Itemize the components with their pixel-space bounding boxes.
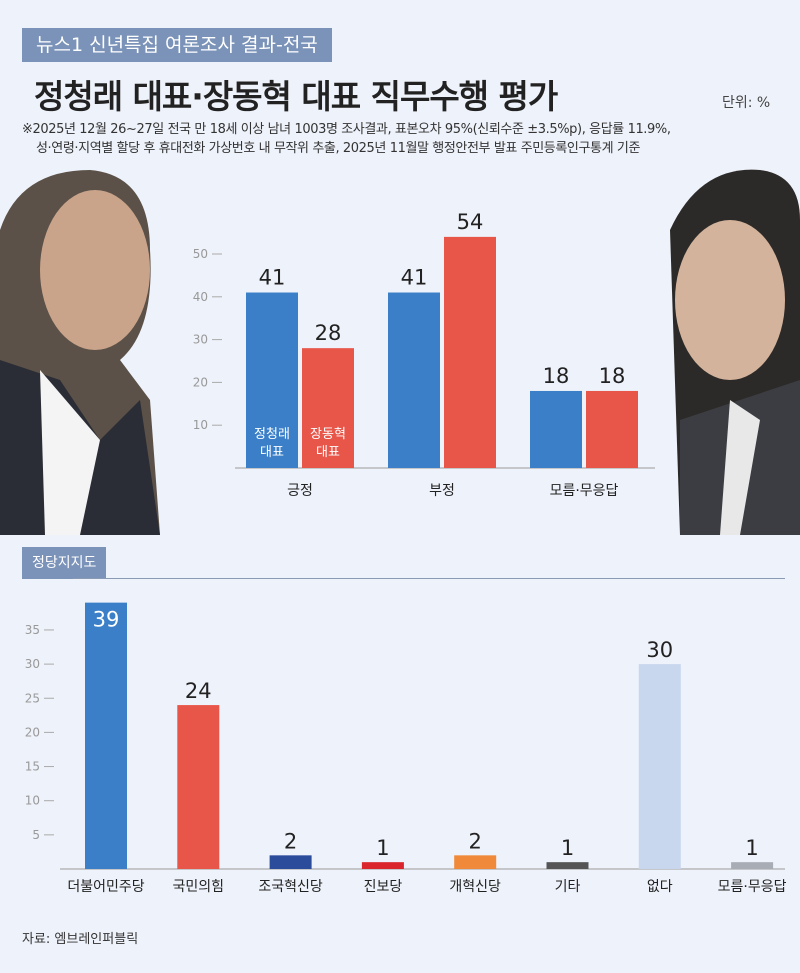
series-label: 장동혁 [310,427,346,442]
data-label: 24 [185,679,212,703]
data-label: 41 [259,266,286,290]
data-label: 18 [599,364,626,388]
data-label: 30 [646,638,673,662]
category-label: 모름·무응답 [550,483,619,499]
source-label: 자료: 엠브레인퍼블릭 [22,932,139,947]
data-label: 39 [93,608,120,632]
data-label: 2 [469,829,482,853]
data-label: 41 [401,266,428,290]
y-tick-label: 25 [25,691,40,705]
bar [444,236,496,468]
bar [731,862,774,869]
note-line-2: 성·연령·지역별 할당 후 휴대전화 가상번호 내 무작위 추출, 2025년 … [36,141,641,156]
bar [361,862,404,869]
series-label: 정청래 [254,427,290,442]
bar [454,855,497,869]
bar [177,705,220,869]
unit-label: 단위: % [722,95,771,111]
page-title: 정청래 대표·장동혁 대표 직무수행 평가 [34,77,558,116]
y-tick-label: 35 [25,623,40,637]
data-label: 1 [745,836,758,860]
series-label: 대표 [316,445,340,460]
section-label: 정당지지도 [22,547,107,579]
bar [302,348,354,468]
y-tick-label: 50 [193,247,208,261]
bar [586,390,638,468]
y-tick-label: 10 [25,794,40,808]
bar [530,390,582,468]
y-tick-label: 10 [193,418,208,432]
data-label: 1 [561,836,574,860]
bar [388,292,440,468]
y-tick-label: 20 [25,725,40,739]
data-label: 18 [543,364,570,388]
leader-photos [0,169,800,535]
y-tick-label: 5 [32,828,40,842]
bar [546,862,589,869]
bar [246,292,298,468]
category-label: 기타 [555,879,581,895]
note-line-1: ※2025년 12월 26~27일 전국 만 18세 이상 남녀 1003명 조… [22,122,671,137]
y-tick-label: 30 [25,657,40,671]
category-label: 더불어민주당 [67,879,144,895]
category-label: 모름·무응답 [718,879,787,895]
category-label: 긍정 [287,483,313,499]
y-tick-label: 30 [193,333,208,347]
data-label: 1 [376,836,389,860]
y-tick-label: 40 [193,290,208,304]
bar [638,664,681,869]
y-tick-label: 15 [25,760,40,774]
category-label: 진보당 [364,879,403,895]
left-leader-photo [0,170,160,535]
kicker-label: 뉴스1 신년특집 여론조사 결과-전국 [22,28,332,62]
series-label: 대표 [260,445,284,460]
category-label: 국민의힘 [173,879,225,895]
category-label: 개혁신당 [449,879,501,895]
category-label: 조국혁신당 [258,879,323,895]
data-label: 28 [315,321,342,345]
data-label: 2 [284,829,297,853]
category-label: 부정 [429,483,455,499]
survey-note: ※2025년 12월 26~27일 전국 만 18세 이상 남녀 1003명 조… [22,120,671,158]
category-label: 없다 [647,879,673,895]
right-leader-photo [670,169,800,535]
section-divider [73,578,785,579]
bar [269,855,312,869]
data-label: 54 [457,210,484,234]
bar [85,602,127,869]
y-tick-label: 20 [193,375,208,389]
